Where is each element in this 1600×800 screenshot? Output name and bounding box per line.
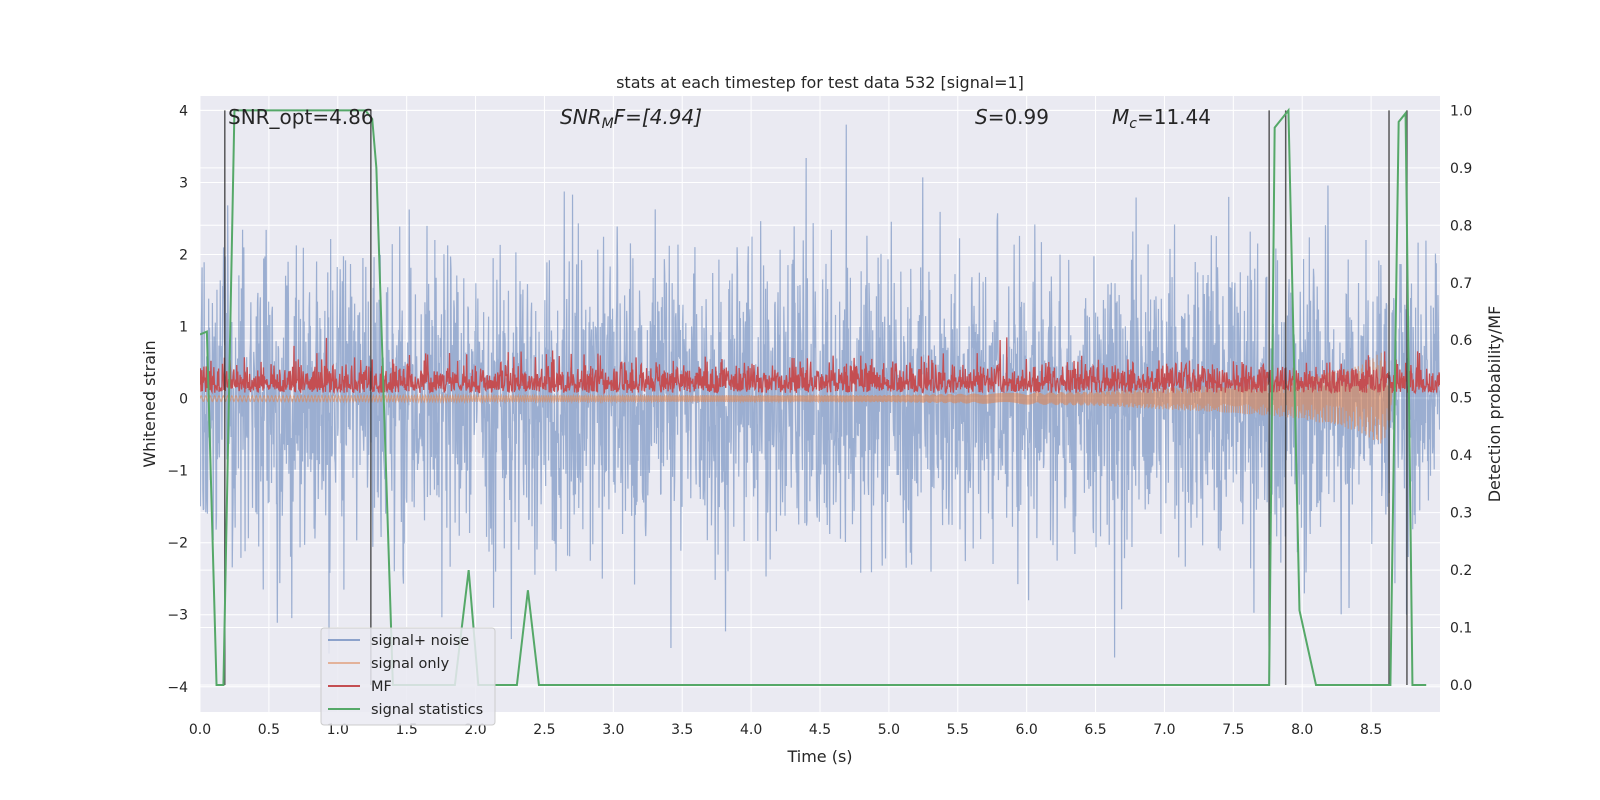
right-y-tick-label: 0.3	[1450, 506, 1472, 522]
series-mf	[200, 337, 1440, 395]
left-y-tick-label: 0	[179, 392, 188, 408]
left-y-tick-label: 4	[179, 103, 188, 119]
signal-only-line	[200, 352, 1393, 444]
x-tick-label: 0.5	[258, 722, 280, 738]
x-tick-label: 3.5	[671, 722, 693, 738]
left-y-tick-label: 3	[179, 175, 188, 191]
x-tick-label: 7.0	[1153, 722, 1175, 738]
legend-label-signal-statistics: signal statistics	[371, 702, 483, 718]
series-signal-noise	[200, 124, 1440, 658]
left-y-tick-label: −1	[167, 464, 188, 480]
x-tick-label: 2.0	[464, 722, 486, 738]
right-y-tick-label: 0.9	[1450, 161, 1472, 177]
left-y-axis-ticks: −4 −3 −2 −1 0 1 2 3 4	[167, 103, 188, 695]
x-axis-label: Time (s)	[786, 747, 852, 766]
x-tick-label: 0.0	[189, 722, 211, 738]
x-tick-label: 5.5	[947, 722, 969, 738]
annotation-snr-mf: SNRMF=[4.94]	[560, 105, 702, 132]
x-tick-label: 2.5	[533, 722, 555, 738]
right-y-tick-label: 0.0	[1450, 678, 1472, 694]
left-y-axis-label: Whitened strain	[140, 340, 159, 467]
chart-title: stats at each timestep for test data 532…	[616, 73, 1024, 92]
signal-noise-line	[200, 124, 1440, 658]
right-y-tick-label: 0.5	[1450, 391, 1472, 407]
x-tick-label: 1.0	[327, 722, 349, 738]
right-y-tick-label: 1.0	[1450, 103, 1472, 119]
annotation-mc: Mc=11.44	[1112, 105, 1211, 132]
left-y-tick-label: 2	[179, 248, 188, 264]
left-y-tick-label: −3	[167, 608, 188, 624]
x-tick-label: 7.5	[1222, 722, 1244, 738]
left-y-tick-label: −2	[167, 536, 188, 552]
x-tick-label: 4.0	[740, 722, 762, 738]
mf-line	[200, 337, 1440, 395]
x-tick-label: 8.5	[1360, 722, 1382, 738]
right-y-tick-label: 0.7	[1450, 276, 1472, 292]
right-y-tick-label: 0.1	[1450, 621, 1472, 637]
annotation-s: S=0.99	[975, 105, 1049, 129]
x-axis-ticks: 0.0 0.5 1.0 1.5 2.0 2.5 3.0 3.5 4.0 4.5 5.0 5.5 6.0 6…	[189, 722, 1382, 738]
right-y-tick-label: 0.6	[1450, 333, 1472, 349]
x-tick-label: 5.0	[878, 722, 900, 738]
legend: signal+ noise signal only MF signal stat…	[320, 627, 496, 726]
legend-label-signal-noise: signal+ noise	[371, 633, 469, 649]
legend-box	[320, 627, 496, 726]
right-y-tick-label: 0.2	[1450, 563, 1472, 579]
annotation-snr-opt: SNR_opt=4.86	[228, 105, 374, 129]
x-tick-label: 4.5	[809, 722, 831, 738]
legend-label-signal-only: signal only	[371, 656, 450, 672]
legend-label-mf: MF	[371, 679, 392, 695]
x-tick-label: 3.0	[602, 722, 624, 738]
series-signal-only	[200, 352, 1393, 444]
x-tick-label: 1.5	[396, 722, 418, 738]
left-y-tick-label: −4	[167, 680, 188, 696]
right-y-axis-label: Detection probability/MF	[1485, 306, 1504, 503]
right-y-tick-label: 0.8	[1450, 218, 1472, 234]
x-tick-label: 6.0	[1016, 722, 1038, 738]
right-y-axis-ticks: 0.0 0.1 0.2 0.3 0.4 0.5 0.6 0.7 0.8 0.9 1.0	[1450, 103, 1472, 694]
right-y-tick-label: 0.4	[1450, 448, 1472, 464]
x-tick-label: 6.5	[1084, 722, 1106, 738]
x-tick-label: 8.0	[1291, 722, 1313, 738]
left-y-tick-label: 1	[179, 320, 188, 336]
